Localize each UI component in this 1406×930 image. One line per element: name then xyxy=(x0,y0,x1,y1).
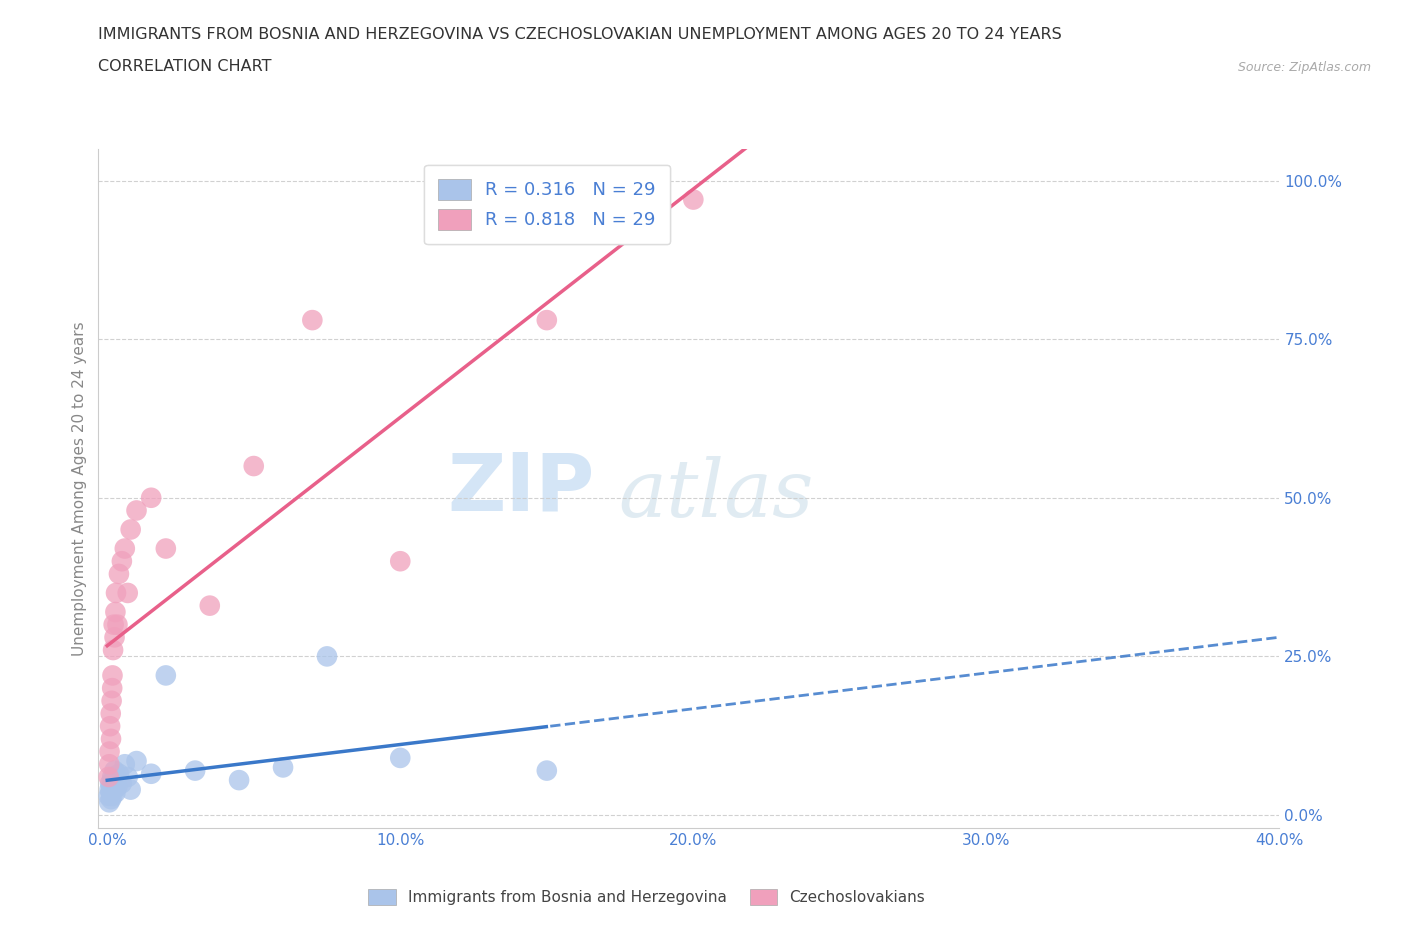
Point xyxy=(103,764,125,778)
Legend: R = 0.316   N = 29, R = 0.818   N = 29: R = 0.316 N = 29, R = 0.818 N = 29 xyxy=(425,165,671,245)
Point xyxy=(198,598,221,613)
Point xyxy=(316,649,339,664)
Point xyxy=(98,744,121,759)
Point xyxy=(101,668,124,683)
Point xyxy=(100,706,122,721)
Point xyxy=(125,503,148,518)
Y-axis label: Unemployment Among Ages 20 to 24 years: Unemployment Among Ages 20 to 24 years xyxy=(72,321,87,656)
Point xyxy=(97,789,120,804)
Text: IMMIGRANTS FROM BOSNIA AND HERZEGOVINA VS CZECHOSLOVAKIAN UNEMPLOYMENT AMONG AGE: IMMIGRANTS FROM BOSNIA AND HERZEGOVINA V… xyxy=(98,27,1062,42)
Point xyxy=(100,791,122,806)
Point xyxy=(105,586,128,601)
Point xyxy=(103,630,125,644)
Point xyxy=(120,782,142,797)
Point xyxy=(105,776,128,790)
Point xyxy=(228,773,250,788)
Text: atlas: atlas xyxy=(619,457,814,534)
Point xyxy=(114,541,136,556)
Point xyxy=(117,769,139,784)
Point xyxy=(108,766,131,781)
Point xyxy=(97,769,120,784)
Point xyxy=(301,312,323,327)
Point xyxy=(98,776,121,790)
Point xyxy=(101,789,124,804)
Point xyxy=(271,760,294,775)
Point xyxy=(107,618,129,632)
Point xyxy=(242,458,264,473)
Point xyxy=(155,668,177,683)
Point xyxy=(101,681,124,696)
Point xyxy=(155,541,177,556)
Point xyxy=(141,766,163,781)
Point xyxy=(536,764,558,778)
Point xyxy=(389,553,412,568)
Point xyxy=(104,604,127,619)
Point xyxy=(100,779,122,794)
Point xyxy=(389,751,412,765)
Point xyxy=(98,795,121,810)
Point xyxy=(682,193,704,207)
Point xyxy=(114,757,136,772)
Point xyxy=(101,643,124,658)
Point xyxy=(104,785,127,800)
Point xyxy=(98,757,121,772)
Point xyxy=(98,719,121,734)
Point xyxy=(107,779,129,794)
Point xyxy=(111,776,134,790)
Text: Source: ZipAtlas.com: Source: ZipAtlas.com xyxy=(1237,61,1371,74)
Point xyxy=(125,753,148,768)
Point xyxy=(536,312,558,327)
Point xyxy=(101,773,124,788)
Point xyxy=(108,566,131,581)
Point xyxy=(101,769,124,784)
Text: ZIP: ZIP xyxy=(447,449,595,527)
Point xyxy=(111,553,134,568)
Point xyxy=(100,731,122,746)
Point xyxy=(100,694,122,709)
Point xyxy=(103,618,125,632)
Text: CORRELATION CHART: CORRELATION CHART xyxy=(98,60,271,74)
Point xyxy=(184,764,207,778)
Point xyxy=(98,782,121,797)
Point xyxy=(120,522,142,537)
Point xyxy=(117,586,139,601)
Point xyxy=(103,782,125,797)
Legend: Immigrants from Bosnia and Herzegovina, Czechoslovakians: Immigrants from Bosnia and Herzegovina, … xyxy=(360,882,934,913)
Point xyxy=(141,490,163,505)
Point xyxy=(100,785,122,800)
